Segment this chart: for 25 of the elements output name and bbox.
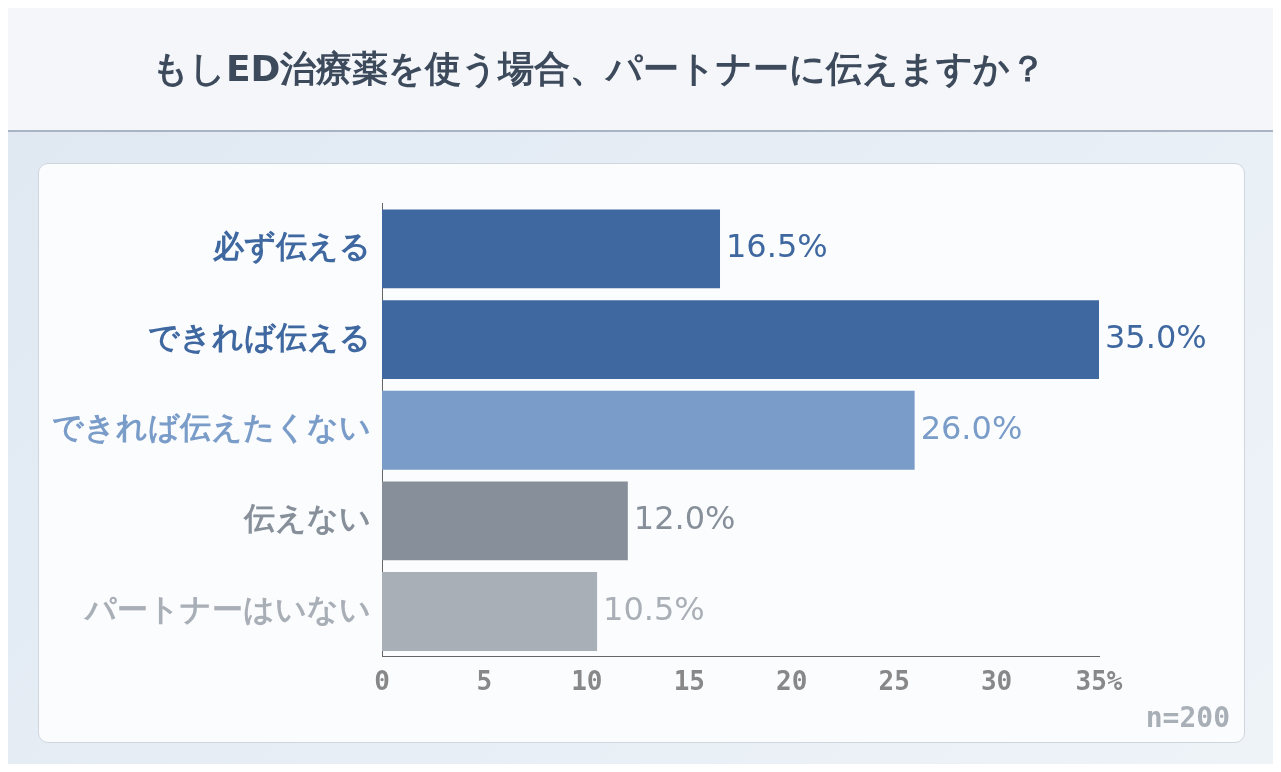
data-label: 16.5% — [726, 227, 828, 266]
y-tick-label: パートナーはいない — [83, 590, 371, 627]
x-tick-label: 25 — [878, 666, 910, 697]
x-tick-label: 20 — [776, 666, 808, 697]
data-label: 26.0% — [920, 408, 1023, 447]
x-tick-label: 35% — [1075, 666, 1123, 697]
text: n=200 — [1145, 701, 1230, 734]
y-tick-label: できれば伝える — [148, 318, 371, 355]
y-tick-label: 必ず伝える — [212, 227, 371, 265]
x-tick-label: 5 — [476, 666, 493, 697]
x-tick-label: 10 — [571, 666, 603, 697]
chart-title: もしED治療薬を使う場合、パートナーに伝えますか？ — [151, 46, 1047, 91]
data-label: 35.0% — [1105, 317, 1207, 356]
x-tick-label: 30 — [980, 666, 1013, 697]
bar — [382, 209, 721, 289]
data-label: 10.5% — [603, 589, 705, 628]
y-tick-label: できれば伝えたくない — [52, 409, 371, 446]
bar — [382, 572, 598, 651]
y-tick-label: 伝えない — [243, 499, 371, 536]
bar — [382, 300, 1099, 379]
data-label: 12.0% — [633, 499, 736, 538]
x-tick-label: 0 — [374, 666, 390, 697]
x-tick-label: 15 — [673, 666, 705, 697]
bar — [382, 390, 915, 470]
bar — [382, 481, 628, 561]
